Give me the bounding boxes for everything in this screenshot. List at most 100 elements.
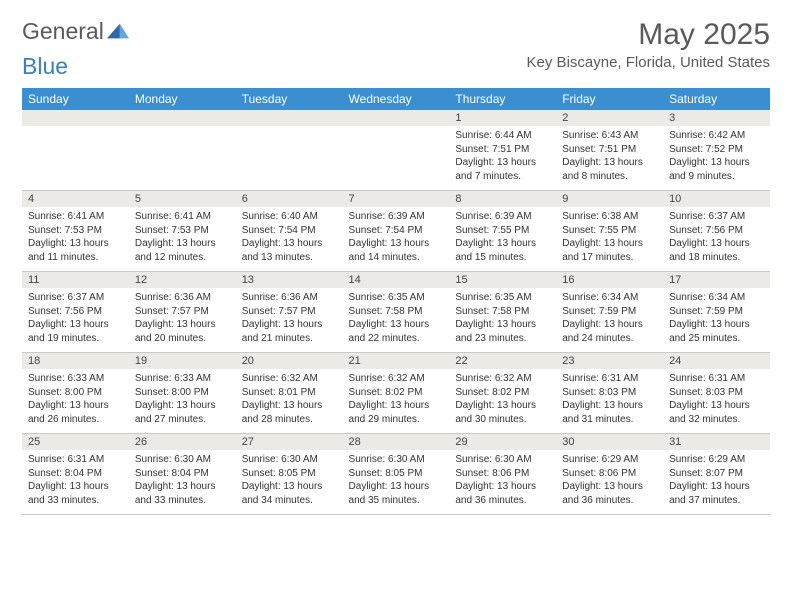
day-number [22,110,129,126]
day-details: Sunrise: 6:30 AMSunset: 8:04 PMDaylight:… [129,450,236,514]
day-details [343,126,450,190]
sunset-line: Sunset: 8:02 PM [455,386,550,400]
daylight-line: Daylight: 13 hours and 11 minutes. [28,237,123,264]
location-subtitle: Key Biscayne, Florida, United States [527,54,770,71]
sunset-line: Sunset: 8:04 PM [135,467,230,481]
day-cell: 18Sunrise: 6:33 AMSunset: 8:00 PMDayligh… [22,353,129,434]
brand-logo: General [22,18,129,45]
day-number: 3 [663,110,770,126]
calendar-page: General May 2025 Key Biscayne, Florida, … [0,0,792,525]
day-cell [236,110,343,191]
day-number: 29 [449,434,556,450]
day-details: Sunrise: 6:43 AMSunset: 7:51 PMDaylight:… [556,126,663,190]
day-details: Sunrise: 6:30 AMSunset: 8:06 PMDaylight:… [449,450,556,514]
weekday-header: Thursday [449,88,556,110]
daylight-line: Daylight: 13 hours and 27 minutes. [135,399,230,426]
daylight-line: Daylight: 13 hours and 26 minutes. [28,399,123,426]
day-details: Sunrise: 6:35 AMSunset: 7:58 PMDaylight:… [449,288,556,352]
daylight-line: Daylight: 13 hours and 9 minutes. [669,156,764,183]
day-details: Sunrise: 6:42 AMSunset: 7:52 PMDaylight:… [663,126,770,190]
daylight-line: Daylight: 13 hours and 23 minutes. [455,318,550,345]
daylight-line: Daylight: 13 hours and 20 minutes. [135,318,230,345]
daylight-line: Daylight: 13 hours and 36 minutes. [562,480,657,507]
day-number: 20 [236,353,343,369]
day-details [129,126,236,190]
day-details [236,126,343,190]
sunrise-line: Sunrise: 6:40 AM [242,210,337,224]
sunset-line: Sunset: 8:07 PM [669,467,764,481]
day-number: 30 [556,434,663,450]
day-number: 2 [556,110,663,126]
sunset-line: Sunset: 7:55 PM [562,224,657,238]
sunset-line: Sunset: 8:02 PM [349,386,444,400]
day-details: Sunrise: 6:30 AMSunset: 8:05 PMDaylight:… [343,450,450,514]
sunrise-line: Sunrise: 6:32 AM [349,372,444,386]
daylight-line: Daylight: 13 hours and 18 minutes. [669,237,764,264]
day-cell: 10Sunrise: 6:37 AMSunset: 7:56 PMDayligh… [663,191,770,272]
weekday-header: Friday [556,88,663,110]
sunset-line: Sunset: 7:53 PM [28,224,123,238]
day-number: 4 [22,191,129,207]
day-details: Sunrise: 6:40 AMSunset: 7:54 PMDaylight:… [236,207,343,271]
day-details: Sunrise: 6:33 AMSunset: 8:00 PMDaylight:… [22,369,129,433]
day-cell: 12Sunrise: 6:36 AMSunset: 7:57 PMDayligh… [129,272,236,353]
sunset-line: Sunset: 8:00 PM [28,386,123,400]
daylight-line: Daylight: 13 hours and 33 minutes. [135,480,230,507]
sunrise-line: Sunrise: 6:30 AM [455,453,550,467]
sunrise-line: Sunrise: 6:43 AM [562,129,657,143]
sunset-line: Sunset: 7:53 PM [135,224,230,238]
day-number: 7 [343,191,450,207]
day-details: Sunrise: 6:30 AMSunset: 8:05 PMDaylight:… [236,450,343,514]
daylight-line: Daylight: 13 hours and 22 minutes. [349,318,444,345]
weekday-header: Wednesday [343,88,450,110]
sunrise-line: Sunrise: 6:37 AM [28,291,123,305]
sunset-line: Sunset: 7:58 PM [349,305,444,319]
day-details: Sunrise: 6:37 AMSunset: 7:56 PMDaylight:… [663,207,770,271]
day-cell: 5Sunrise: 6:41 AMSunset: 7:53 PMDaylight… [129,191,236,272]
sunrise-line: Sunrise: 6:39 AM [455,210,550,224]
weekday-header: Saturday [663,88,770,110]
daylight-line: Daylight: 13 hours and 7 minutes. [455,156,550,183]
day-details: Sunrise: 6:31 AMSunset: 8:03 PMDaylight:… [556,369,663,433]
day-details: Sunrise: 6:41 AMSunset: 7:53 PMDaylight:… [129,207,236,271]
day-number: 18 [22,353,129,369]
daylight-line: Daylight: 13 hours and 24 minutes. [562,318,657,345]
daylight-line: Daylight: 13 hours and 35 minutes. [349,480,444,507]
day-number: 1 [449,110,556,126]
day-number: 23 [556,353,663,369]
weekday-header: Sunday [22,88,129,110]
sunset-line: Sunset: 7:59 PM [562,305,657,319]
day-cell: 1Sunrise: 6:44 AMSunset: 7:51 PMDaylight… [449,110,556,191]
day-cell: 2Sunrise: 6:43 AMSunset: 7:51 PMDaylight… [556,110,663,191]
day-details: Sunrise: 6:29 AMSunset: 8:07 PMDaylight:… [663,450,770,514]
sunrise-line: Sunrise: 6:30 AM [349,453,444,467]
day-cell: 13Sunrise: 6:36 AMSunset: 7:57 PMDayligh… [236,272,343,353]
day-number [129,110,236,126]
day-cell [343,110,450,191]
day-number: 5 [129,191,236,207]
daylight-line: Daylight: 13 hours and 13 minutes. [242,237,337,264]
title-block: May 2025 Key Biscayne, Florida, United S… [527,18,770,71]
sunrise-line: Sunrise: 6:36 AM [242,291,337,305]
sunset-line: Sunset: 8:03 PM [669,386,764,400]
day-cell: 27Sunrise: 6:30 AMSunset: 8:05 PMDayligh… [236,434,343,515]
day-cell: 30Sunrise: 6:29 AMSunset: 8:06 PMDayligh… [556,434,663,515]
sunset-line: Sunset: 7:51 PM [562,143,657,157]
daylight-line: Daylight: 13 hours and 29 minutes. [349,399,444,426]
day-details: Sunrise: 6:38 AMSunset: 7:55 PMDaylight:… [556,207,663,271]
day-number: 8 [449,191,556,207]
sunset-line: Sunset: 8:05 PM [349,467,444,481]
calendar-table: SundayMondayTuesdayWednesdayThursdayFrid… [22,88,770,515]
sunrise-line: Sunrise: 6:31 AM [562,372,657,386]
sunset-line: Sunset: 7:57 PM [242,305,337,319]
sunset-line: Sunset: 7:57 PM [135,305,230,319]
brand-triangle-icon [107,23,129,39]
day-number: 6 [236,191,343,207]
daylight-line: Daylight: 13 hours and 15 minutes. [455,237,550,264]
day-number: 14 [343,272,450,288]
day-details: Sunrise: 6:33 AMSunset: 8:00 PMDaylight:… [129,369,236,433]
day-details: Sunrise: 6:32 AMSunset: 8:02 PMDaylight:… [343,369,450,433]
sunset-line: Sunset: 7:55 PM [455,224,550,238]
day-number: 12 [129,272,236,288]
day-cell: 26Sunrise: 6:30 AMSunset: 8:04 PMDayligh… [129,434,236,515]
